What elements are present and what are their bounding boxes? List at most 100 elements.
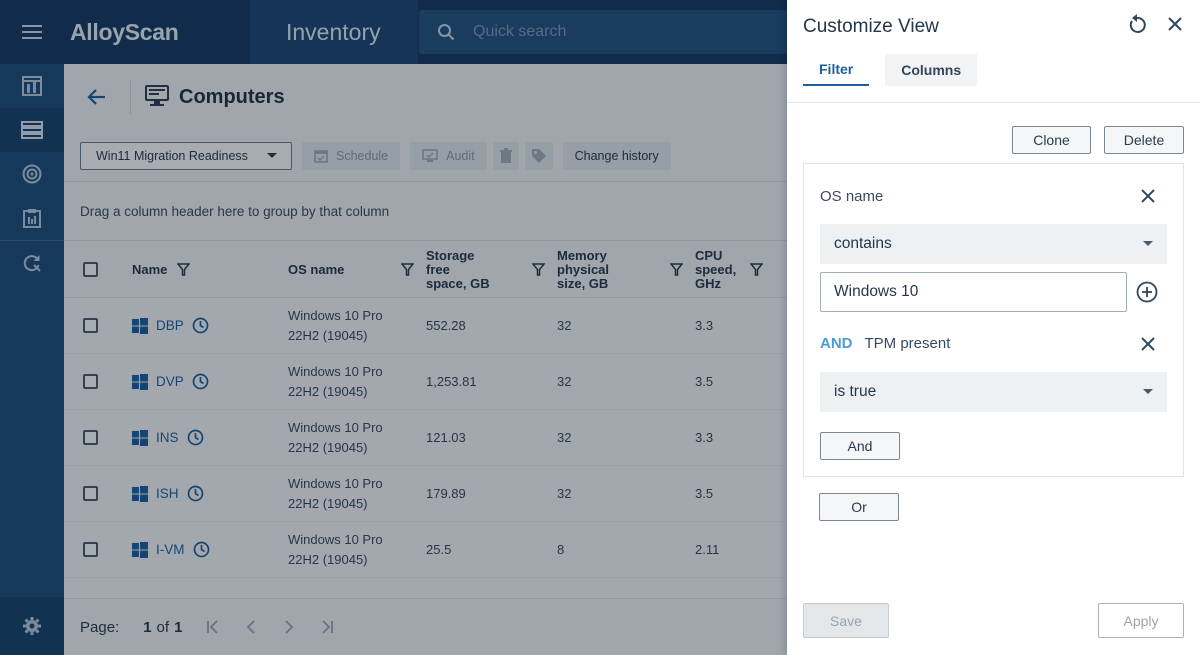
add-condition-icon[interactable] [1136, 281, 1158, 306]
memory-cell: 32 [557, 486, 572, 501]
column-header-os[interactable]: OS name [288, 262, 426, 277]
and-button[interactable]: And [820, 432, 900, 460]
condition-1-value-input[interactable] [820, 272, 1127, 312]
storage-cell: 121.03 [426, 430, 466, 445]
search-input[interactable] [473, 23, 773, 41]
clone-button[interactable]: Clone [1012, 126, 1091, 154]
side-nav [0, 64, 64, 655]
computer-name-link[interactable]: I-VM [156, 542, 185, 557]
last-page-icon[interactable] [320, 620, 334, 634]
caret-down-icon [1143, 241, 1153, 246]
delete-button[interactable] [492, 141, 519, 170]
column-header-memory[interactable]: Memory physical size, GB [557, 248, 695, 291]
computer-name-link[interactable]: DVP [156, 374, 184, 389]
group-by-bar[interactable]: Drag a column header here to group by th… [64, 183, 1200, 241]
storage-cell: 1,253.81 [426, 374, 477, 389]
computer-name-link[interactable]: INS [156, 430, 179, 445]
tab-filter[interactable]: Filter [803, 54, 870, 86]
select-all-checkbox[interactable] [82, 262, 98, 277]
or-button[interactable]: Or [819, 493, 899, 521]
schedule-button[interactable]: Schedule [302, 141, 401, 170]
toolbar: Win11 Migration Readiness Schedule Audit… [64, 130, 1200, 182]
prev-page-icon[interactable] [244, 620, 258, 634]
caret-down-icon [1143, 389, 1153, 394]
menu-icon[interactable] [0, 0, 64, 64]
history-clock-icon[interactable] [187, 429, 204, 446]
row-checkbox[interactable] [82, 486, 98, 501]
os-cell: Windows 10 Pro 22H2 (19045) [288, 531, 383, 567]
memory-cell: 32 [557, 374, 572, 389]
windows-icon [132, 485, 148, 502]
view-select-value: Win11 Migration Readiness [96, 148, 248, 163]
filter-icon[interactable] [750, 263, 763, 276]
reset-icon[interactable] [1128, 14, 1146, 36]
delete-view-button[interactable]: Delete [1104, 126, 1184, 154]
row-checkbox[interactable] [82, 542, 98, 557]
nav-divider [0, 240, 64, 241]
windows-icon [132, 541, 148, 558]
panel-divider [787, 102, 1200, 103]
view-select[interactable]: Win11 Migration Readiness [80, 141, 292, 170]
history-clock-icon[interactable] [192, 317, 209, 334]
schedule-label: Schedule [336, 148, 389, 163]
os-cell: Windows 10 Pro 22H2 (19045) [288, 419, 383, 455]
filter-icon[interactable] [401, 263, 414, 276]
windows-icon [132, 317, 148, 334]
condition-2-operator-select[interactable]: is true [820, 372, 1167, 412]
storage-cell: 552.28 [426, 318, 466, 333]
scan-target-icon[interactable] [0, 152, 64, 196]
close-icon[interactable] [1168, 16, 1182, 34]
filter-icon[interactable] [532, 263, 545, 276]
windows-icon [132, 373, 148, 390]
dashboard-icon[interactable] [0, 64, 64, 108]
scan-refresh-icon[interactable] [0, 241, 64, 285]
remove-condition-icon[interactable] [1141, 337, 1155, 354]
pager-total: 1 [174, 618, 183, 636]
page-header: Computers [64, 64, 1200, 130]
row-checkbox[interactable] [82, 318, 98, 333]
remove-condition-icon[interactable] [1141, 189, 1155, 206]
pager-current: 1 [143, 618, 152, 636]
column-header-cpu[interactable]: CPU speed, GHz [695, 248, 775, 291]
page-title: Computers [179, 85, 285, 108]
memory-cell: 32 [557, 318, 572, 333]
os-cell: Windows 10 Pro 22H2 (19045) [288, 475, 383, 511]
computer-name-link[interactable]: ISH [156, 486, 179, 501]
reports-icon[interactable] [0, 196, 64, 240]
change-history-button[interactable]: Change history [562, 141, 671, 170]
quick-search[interactable] [419, 10, 819, 54]
filter-icon[interactable] [177, 263, 191, 276]
history-clock-icon[interactable] [193, 541, 210, 558]
back-arrow-icon[interactable] [64, 64, 130, 130]
filter-icon[interactable] [670, 263, 683, 276]
brand-logo[interactable]: AlloyScan [70, 18, 179, 45]
settings-gear-icon[interactable] [0, 597, 64, 655]
history-clock-icon[interactable] [192, 373, 209, 390]
apply-button[interactable]: Apply [1098, 603, 1184, 638]
first-page-icon[interactable] [206, 620, 220, 634]
tab-columns[interactable]: Columns [885, 54, 978, 86]
tag-button[interactable] [524, 141, 553, 170]
modal-backdrop[interactable] [0, 0, 787, 655]
search-icon [419, 23, 473, 41]
row-checkbox[interactable] [82, 374, 98, 389]
caret-down-icon [267, 152, 277, 158]
history-clock-icon[interactable] [187, 485, 204, 502]
inventory-icon[interactable] [0, 108, 64, 152]
save-button[interactable]: Save [803, 603, 889, 638]
and-joiner: AND [820, 335, 853, 352]
windows-icon [132, 429, 148, 446]
section-title: Inventory [250, 0, 418, 64]
next-page-icon[interactable] [282, 620, 296, 634]
column-header-storage[interactable]: Storage free space, GB [426, 248, 557, 291]
condition-1-operator-select[interactable]: contains [820, 224, 1167, 264]
column-header-name[interactable]: Name [116, 262, 288, 277]
cpu-cell: 3.5 [695, 374, 714, 389]
audit-button[interactable]: Audit [410, 141, 487, 170]
computer-name-link[interactable]: DBP [156, 318, 184, 333]
cpu-cell: 3.5 [695, 486, 714, 501]
storage-cell: 179.89 [426, 486, 466, 501]
audit-label: Audit [446, 148, 475, 163]
row-checkbox[interactable] [82, 430, 98, 445]
filter-group: OS name contains AND TPM present is true [803, 163, 1184, 477]
